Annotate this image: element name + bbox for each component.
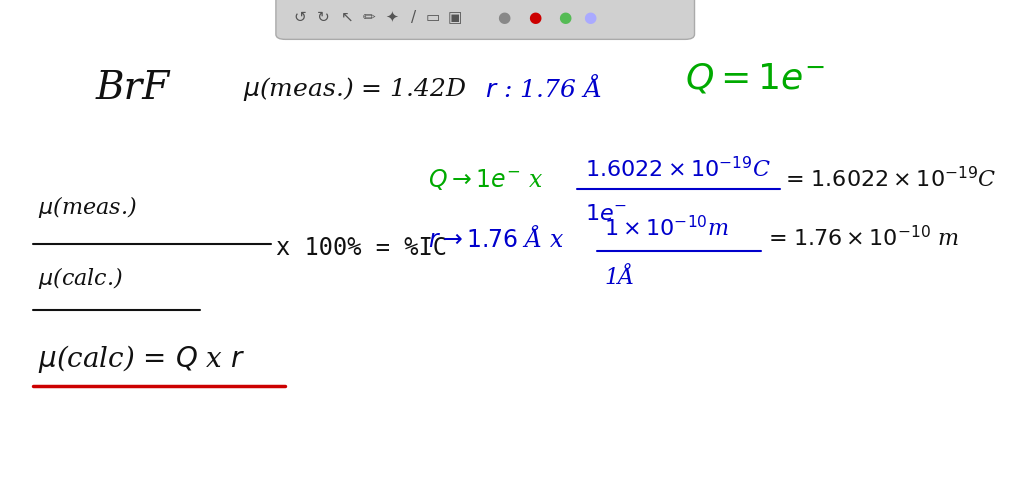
Text: ✏: ✏ (362, 10, 376, 25)
Text: ●: ● (498, 10, 511, 25)
Text: ↻: ↻ (317, 10, 330, 25)
Text: ●: ● (528, 10, 542, 25)
Text: $\mu$(meas.): $\mu$(meas.) (38, 194, 137, 219)
Text: ▭: ▭ (426, 10, 440, 25)
Text: $1.6022 \times 10^{-19}$C: $1.6022 \times 10^{-19}$C (585, 157, 771, 183)
Text: BrF: BrF (95, 70, 169, 107)
Text: $r$ : 1.76 Å: $r$ : 1.76 Å (485, 75, 602, 102)
Text: ↺: ↺ (293, 10, 306, 25)
Text: ↖: ↖ (341, 10, 353, 25)
Text: = $1.76 \times 10^{-10}$ m: = $1.76 \times 10^{-10}$ m (768, 226, 959, 251)
Text: ▣: ▣ (447, 10, 462, 25)
Text: = $1.6022 \times 10^{-19}$C: = $1.6022 \times 10^{-19}$C (785, 167, 996, 192)
Text: $Q = 1e^{-}$: $Q = 1e^{-}$ (685, 62, 825, 96)
Text: 1Å: 1Å (604, 267, 635, 289)
Text: $\mu$(calc.): $\mu$(calc.) (38, 265, 123, 291)
Text: $1e^{-}$: $1e^{-}$ (585, 203, 628, 225)
Text: x 100% = %IC: x 100% = %IC (275, 237, 446, 260)
Text: ✦: ✦ (386, 10, 398, 25)
Text: ●: ● (558, 10, 571, 25)
Text: $r \rightarrow 1.76$ Å x: $r \rightarrow 1.76$ Å x (428, 226, 564, 251)
FancyBboxPatch shape (275, 0, 694, 39)
Text: $\mu$(meas.) = 1.42D: $\mu$(meas.) = 1.42D (243, 75, 467, 102)
Text: $1 \times 10^{-10}$m: $1 \times 10^{-10}$m (604, 216, 729, 242)
Text: $\mu$(calc) = $Q$ x $r$: $\mu$(calc) = $Q$ x $r$ (38, 343, 245, 375)
Text: /: / (412, 10, 417, 25)
Text: $Q \rightarrow 1e^{-}$ x: $Q \rightarrow 1e^{-}$ x (428, 167, 544, 192)
Text: ●: ● (584, 10, 597, 25)
